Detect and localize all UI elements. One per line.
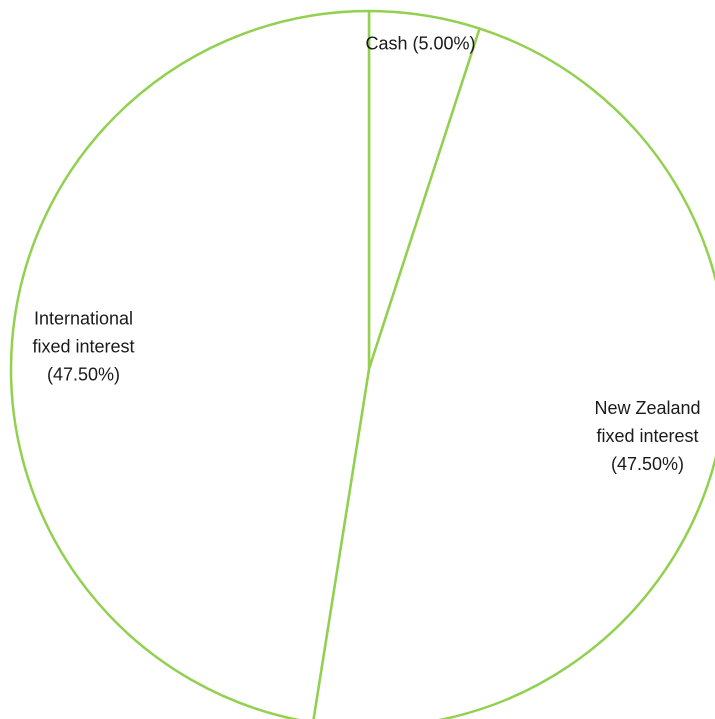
slice-label-2: International fixed interest (47.50%): [32, 309, 134, 385]
slice-label-line: New Zealand: [594, 398, 700, 418]
slice-label-line: (47.50%): [611, 454, 684, 474]
pie-slices: [9, 9, 715, 719]
slice-label-line: fixed interest: [596, 426, 698, 446]
slice-label-1: New Zealand fixed interest (47.50%): [594, 398, 700, 474]
slice-label-line: Cash (5.00%): [365, 34, 475, 54]
slice-label-line: fixed interest: [32, 337, 134, 357]
slice-label-line: International: [34, 309, 133, 329]
pie-slice-1: [312, 27, 715, 719]
pie-labels: Cash (5.00%) New Zealand fixed interest (47…: [32, 34, 700, 474]
slice-label-line: (47.50%): [47, 365, 120, 385]
pie-slice-2: [9, 9, 371, 719]
slice-label-0: Cash (5.00%): [365, 34, 475, 54]
